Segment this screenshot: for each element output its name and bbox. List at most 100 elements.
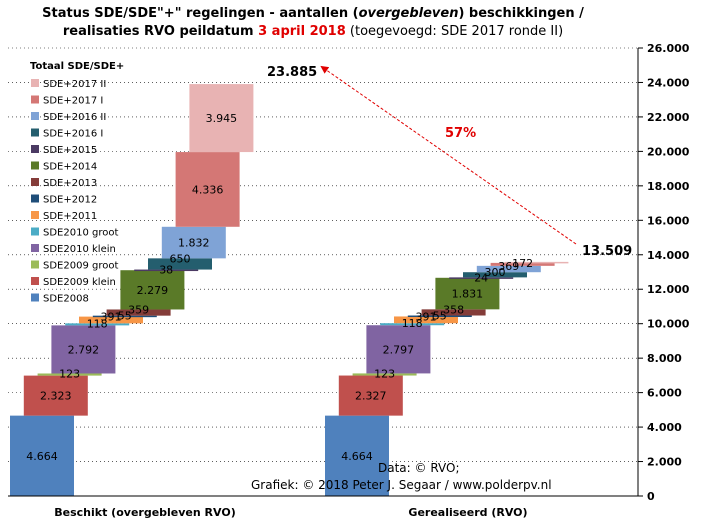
bar-value-label: 369 xyxy=(498,260,519,273)
y-tick-label: 2.000 xyxy=(647,456,682,469)
bar-segment xyxy=(65,323,130,326)
bar-value-label: 118 xyxy=(402,317,423,330)
legend-item: SDE+2014 xyxy=(43,162,97,173)
legend-item: SDE+2017 II xyxy=(43,79,106,90)
bar-segment xyxy=(338,375,403,416)
bar-segment xyxy=(490,262,555,266)
legend-item: SDE+2016 II xyxy=(43,112,106,123)
legend-item: SDE+2015 xyxy=(43,145,97,156)
bar-segment xyxy=(23,375,88,416)
growth-percentage: 57% xyxy=(445,126,476,141)
bar-segment xyxy=(476,265,541,273)
legend-swatch xyxy=(31,293,39,302)
y-tick-label: 8.000 xyxy=(647,352,682,365)
y-tick-label: 16.000 xyxy=(647,214,690,227)
y-axis: 0 2.000 4.000 6.000 8.000 10.000 12.000 14.000 1… xyxy=(8,42,690,503)
y-tick-label: 24.000 xyxy=(647,76,690,89)
legend-item: SDE+2013 xyxy=(43,178,97,189)
bar-value-label: 4.664 xyxy=(341,450,373,463)
legend-item: SDE2010 klein xyxy=(43,244,116,255)
bar-segment xyxy=(394,316,458,324)
bar-segment xyxy=(37,373,102,376)
legend-item: SDE+2017 I xyxy=(43,96,103,107)
bar-value-label: 2.792 xyxy=(68,343,100,356)
bar-segment xyxy=(51,325,116,374)
x-category-label: Gerealiseerd (RVO) xyxy=(408,506,527,519)
data-labels: 4.6642.3231232.792118391553592.279386501… xyxy=(26,112,533,463)
legend-item: SDE+2012 xyxy=(43,195,97,206)
bar-segment xyxy=(407,315,472,318)
bar-segment xyxy=(106,309,171,316)
legend-swatch xyxy=(31,211,39,219)
legend-item: SDE2010 groot xyxy=(43,228,118,239)
y-tick-label: 6.000 xyxy=(647,387,682,400)
legend-swatch xyxy=(31,161,39,170)
credit-data: Data: © RVO; xyxy=(378,461,460,475)
bar-value-label: 2.797 xyxy=(383,343,415,356)
bar-segment xyxy=(175,152,240,227)
legend-item: SDE2009 klein xyxy=(43,277,116,288)
bar-segment xyxy=(10,415,74,496)
bar-segment xyxy=(352,373,417,376)
bar-value-label: 55 xyxy=(118,310,132,323)
y-tick-label: 12.000 xyxy=(647,283,690,296)
legend-swatch xyxy=(31,194,39,203)
y-tick-label: 20.000 xyxy=(647,145,690,158)
legend-swatch xyxy=(31,128,39,137)
legend-swatch xyxy=(31,112,39,120)
bar-value-label: 24 xyxy=(474,271,488,284)
bar-segment xyxy=(435,277,500,310)
bar-value-label: 300 xyxy=(485,266,506,279)
chart-title-line2: realisaties RVO peildatum 3 april 2018 (… xyxy=(63,24,563,39)
bars xyxy=(10,84,569,496)
bar-value-label: 391 xyxy=(101,311,122,324)
growth-arrow xyxy=(320,65,577,245)
bar-value-label: 358 xyxy=(443,303,464,316)
legend-swatch xyxy=(31,260,39,269)
y-tick-label: 10.000 xyxy=(647,318,690,331)
total-label-gerealiseerd: 13.509 xyxy=(582,244,632,259)
bar-value-label: 118 xyxy=(87,317,108,330)
bar-value-label: 391 xyxy=(416,310,437,323)
legend-swatch xyxy=(31,277,39,285)
legend-swatch xyxy=(31,178,39,186)
legend-swatch xyxy=(31,145,39,153)
bar-segment xyxy=(92,315,157,318)
y-tick-label: 22.000 xyxy=(647,111,690,124)
bar-value-label: 4.664 xyxy=(26,450,58,463)
legend-swatch xyxy=(31,244,39,252)
bar-segment xyxy=(189,84,254,153)
bar-value-label: 2.327 xyxy=(355,390,387,403)
bar-value-label: 2.323 xyxy=(40,390,72,403)
y-tick-label: 4.000 xyxy=(647,421,682,434)
credit-graph: Grafiek: © 2018 Peter J. Segaar / www.po… xyxy=(251,478,552,492)
chart-title-line1: Status SDE/SDE"+" regelingen - aantallen… xyxy=(42,6,584,21)
bar-value-label: 123 xyxy=(59,367,80,380)
bar-segment xyxy=(380,323,445,326)
bar-value-label: 359 xyxy=(128,303,149,316)
bar-value-label: 123 xyxy=(374,367,395,380)
x-category-label: Beschikt (overgebleven RVO) xyxy=(54,506,235,519)
legend: Totaal SDE/SDE+ SDE+2017 II SDE+2017 I SDE+… xyxy=(30,61,124,305)
legend-item: SDE+2011 xyxy=(43,211,97,222)
bar-value-label: 1.832 xyxy=(178,237,210,250)
bar-segment xyxy=(134,269,199,272)
legend-item: SDE+2016 I xyxy=(43,129,103,140)
bar-value-label: 55 xyxy=(433,310,447,323)
bar-segment xyxy=(421,309,486,316)
bar-segment xyxy=(161,226,226,259)
bar-segment xyxy=(366,325,431,374)
legend-title: Totaal SDE/SDE+ xyxy=(30,61,124,72)
legend-item: SDE2008 xyxy=(43,294,89,305)
bar-segment xyxy=(148,258,212,270)
bar-segment xyxy=(79,316,143,324)
total-label-beschikt: 23.885 xyxy=(267,65,317,80)
bar-segment xyxy=(120,270,185,310)
bar-value-label: 172 xyxy=(512,257,533,270)
bar-segment xyxy=(449,277,514,279)
bar-value-label: 4.336 xyxy=(192,183,224,196)
y-tick-label: 18.000 xyxy=(647,180,690,193)
bar-value-label: 2.279 xyxy=(137,284,169,297)
bar-segment xyxy=(325,415,389,496)
